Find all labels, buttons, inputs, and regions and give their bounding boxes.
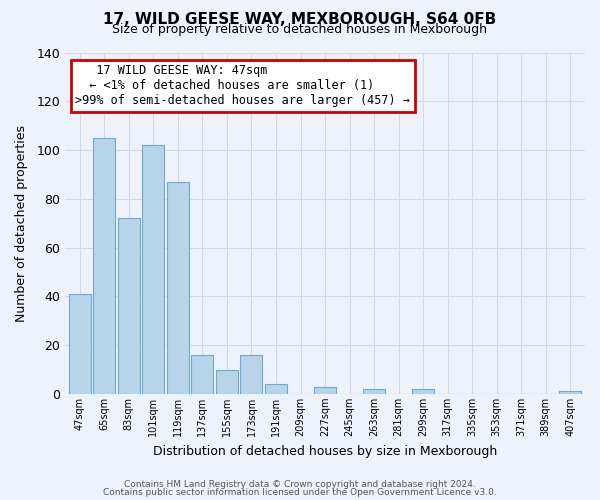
- Bar: [265, 384, 287, 394]
- Bar: [314, 386, 336, 394]
- Bar: [412, 389, 434, 394]
- Bar: [167, 182, 189, 394]
- Text: 17 WILD GEESE WAY: 47sqm
  ← <1% of detached houses are smaller (1)
>99% of semi: 17 WILD GEESE WAY: 47sqm ← <1% of detach…: [76, 64, 410, 108]
- Text: Contains HM Land Registry data © Crown copyright and database right 2024.: Contains HM Land Registry data © Crown c…: [124, 480, 476, 489]
- Bar: [559, 392, 581, 394]
- Bar: [216, 370, 238, 394]
- Y-axis label: Number of detached properties: Number of detached properties: [15, 124, 28, 322]
- Text: 17, WILD GEESE WAY, MEXBOROUGH, S64 0FB: 17, WILD GEESE WAY, MEXBOROUGH, S64 0FB: [103, 12, 497, 28]
- Bar: [363, 389, 385, 394]
- Bar: [93, 138, 115, 394]
- Bar: [191, 355, 214, 394]
- Bar: [142, 145, 164, 394]
- X-axis label: Distribution of detached houses by size in Mexborough: Distribution of detached houses by size …: [153, 444, 497, 458]
- Bar: [241, 355, 262, 394]
- Bar: [69, 294, 91, 394]
- Text: Contains public sector information licensed under the Open Government Licence v3: Contains public sector information licen…: [103, 488, 497, 497]
- Text: Size of property relative to detached houses in Mexborough: Size of property relative to detached ho…: [113, 22, 487, 36]
- Bar: [118, 218, 140, 394]
